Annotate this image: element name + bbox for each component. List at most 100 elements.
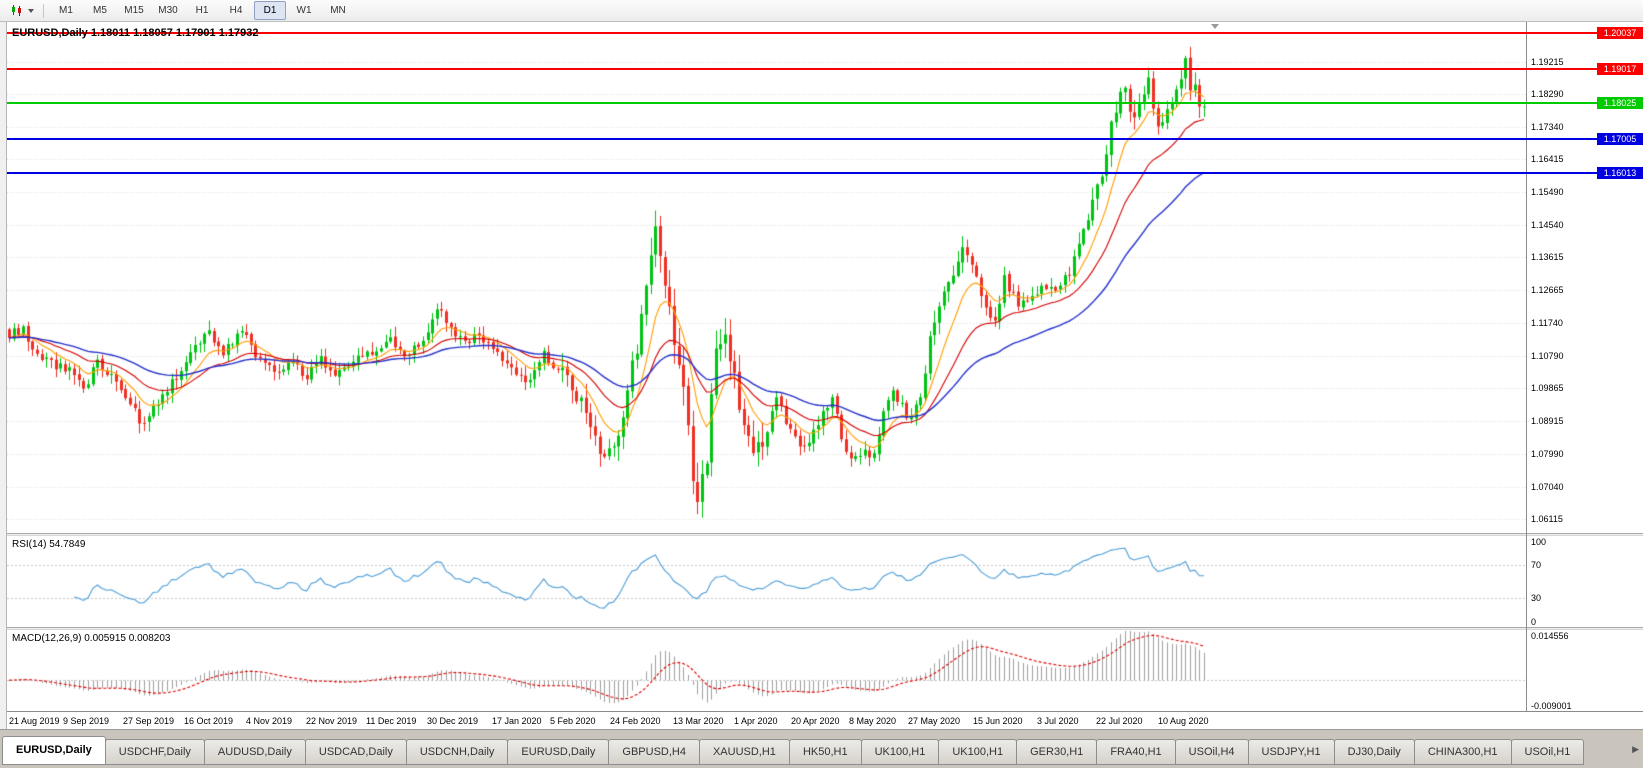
chart-tab-usoil-h1[interactable]: USOil,H1 [1510,739,1585,765]
price-axis-tick-label: 1.06115 [1531,513,1563,524]
macd-axis-tick-label: 0.014556 [1531,631,1569,641]
chart-tab-usdjpy-h1[interactable]: USDJPY,H1 [1247,739,1335,765]
date-axis-label: 20 Apr 2020 [791,716,840,726]
price-axis-tick-label: 1.13615 [1531,252,1564,263]
timeframe-button-group: M1 M5 M15 M30 H1 H4 D1 W1 MN [49,1,355,20]
chart-tab-dj30-daily[interactable]: DJ30,Daily [1333,739,1415,765]
date-axis-label: 15 Jun 2020 [973,716,1023,726]
price-axis-tick-label: 1.07040 [1531,481,1564,492]
timeframe-button-h1[interactable]: H1 [195,5,209,16]
rsi-axis-tick-label: 30 [1531,593,1542,604]
chart-tabs-row: EURUSD,Daily USDCHF,Daily AUDUSD,Daily USDC… [2,736,1585,765]
timeframe-button-h4[interactable]: H4 [229,5,243,16]
macd-indicator-label: MACD(12,26,9) 0.005915 0.008203 [12,633,171,644]
candlestick-chart-icon [12,5,21,16]
horizontal-level-line[interactable] [7,32,1643,34]
chart-tab-eurusd-daily[interactable]: EURUSD,Daily [507,739,610,765]
chart-ohlc-title: EURUSD,Daily 1.18011 1.18057 1.17901 1.1… [12,27,259,39]
date-axis-label: 22 Nov 2019 [306,716,358,726]
level-price-badge[interactable]: 1.20037 [1597,27,1643,39]
date-axis[interactable]: 21 Aug 2019 9 Sep 2019 27 Sep 2019 16 Oct 2… [7,711,1643,729]
timeframe-button-m15[interactable]: M15 [124,5,144,16]
rsi-axis-tick-label: 0 [1531,617,1537,627]
date-axis-label: 24 Feb 2020 [610,716,661,726]
timeframe-button-m1[interactable]: M1 [59,5,73,16]
toolbar-separator [43,3,44,18]
price-axis-tick-label: 1.14540 [1531,219,1564,230]
chart-tab-uk100-h1[interactable]: UK100,H1 [860,739,940,765]
date-axis-label: 27 May 2020 [908,716,961,726]
rsi-indicator-label: RSI(14) 54.7849 [12,539,86,550]
date-axis-label: 9 Sep 2019 [63,716,110,726]
timeframe-button-d1[interactable]: D1 [254,1,286,20]
chart-tab-gbpusd-h4[interactable]: GBPUSD,H4 [608,739,700,765]
date-axis-label: 1 Apr 2020 [734,716,778,726]
chart-tab-usdcad-daily[interactable]: USDCAD,Daily [304,739,407,765]
date-axis-label: 17 Jan 2020 [492,716,542,726]
date-axis-label: 21 Aug 2019 [9,716,60,726]
price-axis-tick-label: 1.10790 [1531,350,1564,361]
rsi-indicator-canvas[interactable] [7,536,1526,627]
price-axis-tick-label: 1.19215 [1531,56,1564,67]
chart-tab-fra40-h1[interactable]: FRA40,H1 [1096,739,1176,765]
price-axis-border [1526,22,1527,711]
timeframe-button-m5[interactable]: M5 [93,5,107,16]
price-axis-tick-label: 1.07990 [1531,448,1564,459]
horizontal-level-line[interactable] [7,68,1643,70]
horizontal-level-line[interactable] [7,138,1643,140]
price-axis-tick-label: 1.11740 [1531,317,1563,328]
price-axis-tick-label: 1.12665 [1531,285,1564,296]
chart-tab-usoil-h4[interactable]: USOil,H4 [1174,739,1249,765]
timeframe-button-w1[interactable]: W1 [296,5,312,16]
date-axis-label: 30 Dec 2019 [427,716,479,726]
macd-indicator-canvas[interactable] [7,630,1526,711]
date-axis-label: 8 May 2020 [849,716,897,726]
price-axis-tick-label: 1.18290 [1531,88,1564,99]
chart-tab-hk50-h1[interactable]: HK50,H1 [788,739,862,765]
level-price-badge[interactable]: 1.19017 [1597,63,1643,75]
date-axis-label: 11 Dec 2019 [366,716,417,726]
timeframe-button-m30[interactable]: M30 [158,5,178,16]
price-axis-tick-label: 1.08915 [1531,416,1564,427]
timeframe-button-mn[interactable]: MN [330,5,346,16]
chart-tabs-bar: EURUSD,Daily USDCHF,Daily AUDUSD,Daily USDC… [0,729,1643,768]
date-axis-label: 4 Nov 2019 [246,716,293,726]
macd-axis-tick-label: -0.009001 [1531,701,1572,711]
date-axis-label: 16 Oct 2019 [184,716,234,726]
chart-tab-usdcnh-daily[interactable]: USDCNH,Daily [405,739,509,765]
level-price-badge[interactable]: 1.18025 [1597,97,1643,109]
horizontal-level-line[interactable] [7,102,1643,104]
date-axis-label: 13 Mar 2020 [673,716,724,726]
chart-type-dropdown-button[interactable] [6,3,38,18]
level-price-badge[interactable]: 1.16013 [1597,167,1643,179]
date-axis-label: 22 Jul 2020 [1096,716,1143,726]
right-arrow-icon: ▶ [1632,744,1639,754]
chart-tab-audusd-daily[interactable]: AUDUSD,Daily [203,739,306,765]
price-chart-canvas[interactable] [7,23,1526,533]
top-toolbar: M1 M5 M15 M30 H1 H4 D1 W1 MN [0,0,1643,22]
price-axis-tick-label: 1.15490 [1531,186,1564,197]
rsi-axis-tick-label: 100 [1531,537,1547,547]
date-axis-label: 27 Sep 2019 [123,716,175,726]
pane-divider[interactable] [7,627,1643,630]
price-axis-tick-label: 1.09865 [1531,383,1564,394]
date-axis-label: 10 Aug 2020 [1158,716,1209,726]
chart-tab-xauusd-h1[interactable]: XAUUSD,H1 [698,739,790,765]
tab-scroll-right-button[interactable]: ▶ [1632,744,1639,755]
chart-tab-usdchf-daily[interactable]: USDCHF,Daily [104,739,205,765]
chart-tab-eurusd-daily[interactable]: EURUSD,Daily [2,736,106,765]
chart-shift-marker[interactable] [1211,24,1219,29]
level-price-badge[interactable]: 1.17005 [1597,133,1643,145]
chart-tab-uk100-h1[interactable]: UK100,H1 [938,739,1018,765]
price-axis-tick-label: 1.17340 [1531,122,1564,133]
chart-tab-ger30-h1[interactable]: GER30,H1 [1016,739,1098,765]
rsi-axis-tick-label: 70 [1531,559,1542,570]
dropdown-caret-icon [28,8,34,13]
horizontal-level-line[interactable] [7,172,1643,174]
date-axis-label: 3 Jul 2020 [1037,716,1079,726]
date-axis-label: 5 Feb 2020 [550,716,596,726]
chart-tab-china300-h1[interactable]: CHINA300,H1 [1413,739,1512,765]
pane-divider[interactable] [7,533,1643,536]
price-axis-tick-label: 1.16415 [1531,154,1564,165]
